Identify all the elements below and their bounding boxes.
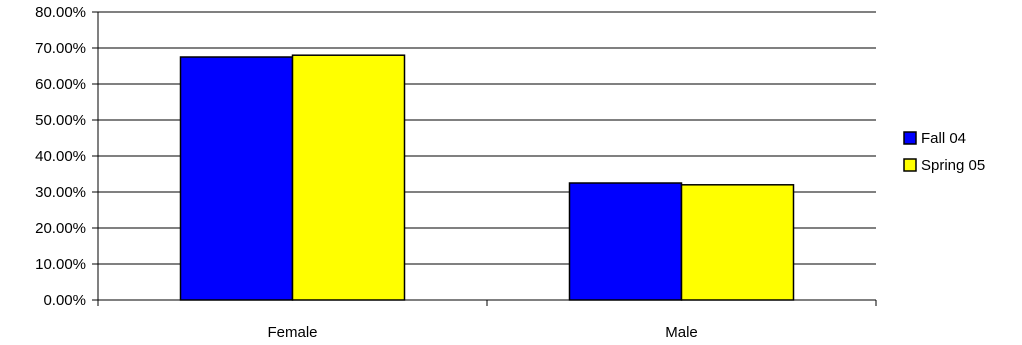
x-tick-label: Male bbox=[665, 324, 698, 341]
y-tick-label: 50.00% bbox=[35, 112, 86, 129]
legend: Fall 04 Spring 05 bbox=[903, 130, 985, 174]
y-tick-label: 30.00% bbox=[35, 184, 86, 201]
x-axis-tick-labels: Female Male bbox=[267, 324, 697, 341]
y-tick-label: 0.00% bbox=[43, 292, 86, 309]
y-tick-label: 80.00% bbox=[35, 4, 86, 21]
y-tick-label: 40.00% bbox=[35, 148, 86, 165]
legend-swatch bbox=[903, 131, 917, 145]
x-tick-label: Female bbox=[267, 324, 317, 341]
bar-female-fall-04 bbox=[179, 56, 294, 301]
y-axis-tick-labels: 0.00% 10.00% 20.00% 30.00% 40.00% 50.00% 60.00… bbox=[35, 4, 86, 309]
y-tick-label: 60.00% bbox=[35, 76, 86, 93]
legend-label: Fall 04 bbox=[921, 130, 966, 147]
legend-swatch bbox=[903, 158, 917, 172]
bar-male-spring-05 bbox=[680, 184, 795, 301]
y-tick-label: 10.00% bbox=[35, 256, 86, 273]
bar-male-fall-04 bbox=[568, 182, 683, 301]
legend-label: Spring 05 bbox=[921, 157, 985, 174]
axes bbox=[92, 11, 877, 306]
bars bbox=[179, 54, 795, 301]
y-tick-label: 20.00% bbox=[35, 220, 86, 237]
y-tick-label: 70.00% bbox=[35, 40, 86, 57]
bar-female-spring-05 bbox=[291, 54, 406, 301]
